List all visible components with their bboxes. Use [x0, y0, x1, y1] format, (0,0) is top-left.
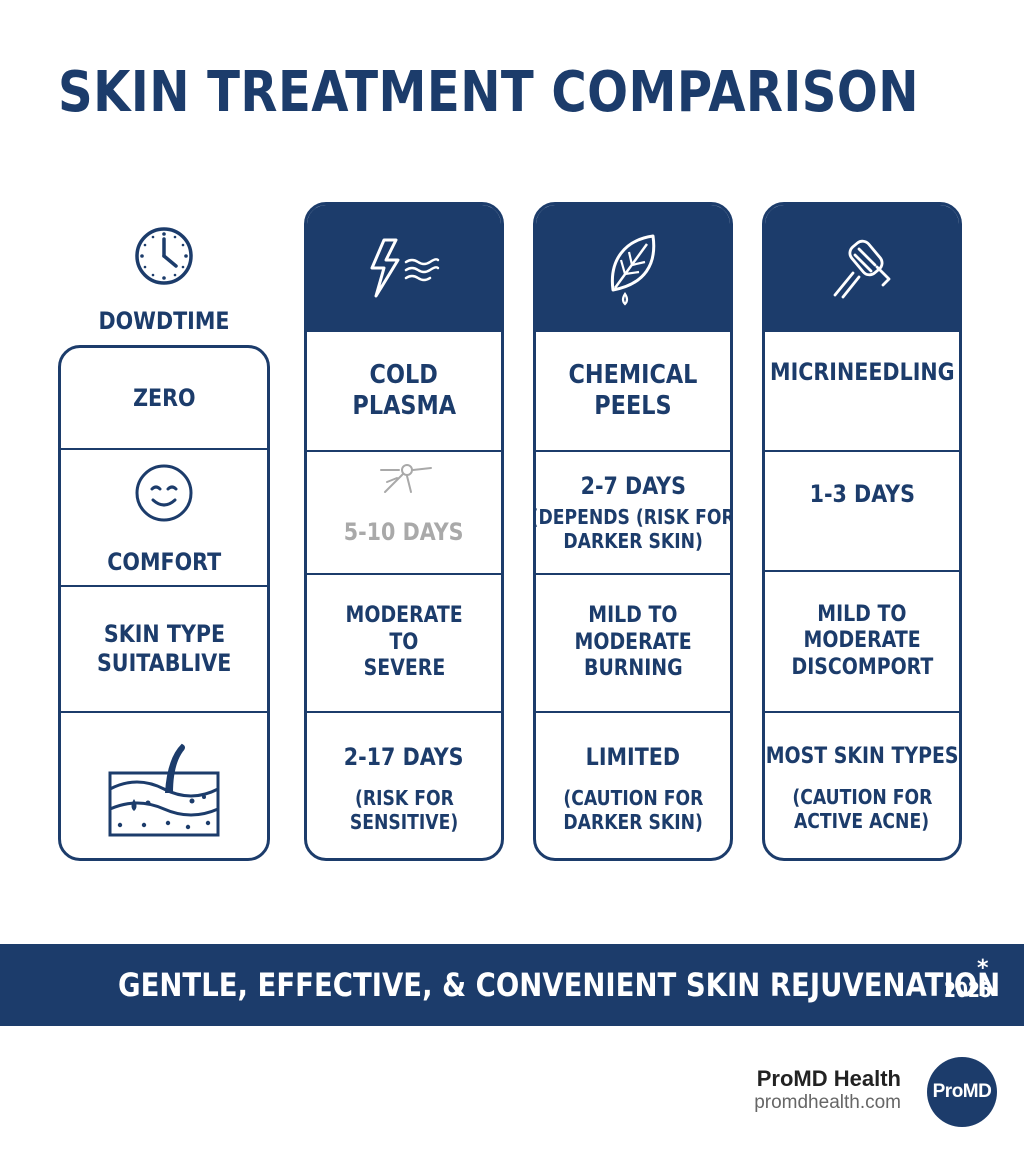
skin-type-value: MOST SKIN TYPES [765, 744, 959, 770]
comfort-line-1: MODERATE [345, 603, 463, 629]
skin-type-note-line-1: (CAUTION FOR [792, 784, 932, 809]
treatment-column-chemical-peels: CHEMICAL PEELS 2-7 DAYS (DEPENDS (RISK F… [533, 202, 733, 861]
skin-type-note-line-2: ACTIVE ACNE) [794, 808, 930, 833]
leaf-drop-icon [610, 234, 656, 306]
brand-name: ProMD Health [756, 1066, 901, 1091]
brand-logo-text: ProMD [932, 1081, 992, 1102]
label-comfort-cell: COMFORT [61, 448, 267, 585]
comfort-line-3: DISCOMPORT [791, 654, 933, 680]
label-skin-type-cell: SKIN TYPE SUITABLIVE [61, 585, 267, 711]
comfort-line-1: MILD TO [817, 601, 907, 627]
banner-year: 2025 [944, 978, 992, 1002]
downtime-cell: 5-10 DAYS [307, 450, 501, 573]
comfort-line-1: MILD TO [588, 603, 678, 629]
skin-type-cell: MOST SKIN TYPES (CAUTION FOR ACTIVE ACNE… [765, 711, 959, 858]
skin-type-note-line-1: (CAUTION FOR [563, 785, 703, 810]
smiling-face-icon [135, 464, 193, 522]
page-title: SKIN TREATMENT COMPARISON [58, 60, 920, 125]
skin-layers-icon [108, 743, 220, 836]
treatment-name-cell: COLD PLASMA [307, 330, 501, 450]
downtime-cell: 1-3 DAYS [765, 450, 959, 570]
skin-type-cell: LIMITED (CAUTION FOR DARKER SKIN) [536, 711, 730, 858]
treatment-header [765, 205, 959, 330]
downtime-value: 2-7 DAYS [580, 472, 686, 501]
downtime-note-line-2: DARKER SKIN) [563, 528, 703, 553]
treatment-name-line-2: PLASMA [352, 391, 456, 421]
brand-url[interactable]: promdhealth.com [754, 1092, 901, 1113]
microneedling-roller-icon [833, 239, 891, 298]
downtime-label: DOWDTIME [98, 307, 230, 335]
label-skin-type-line-1: SKIN TYPE [103, 620, 225, 649]
comfort-cell: MILD TO MODERATE BURNING [536, 573, 730, 711]
skin-type-value: 2-17 DAYS [344, 743, 464, 772]
skin-type-cell: 2-17 DAYS (RISK FOR SENSITIVE) [307, 711, 501, 858]
skin-type-note-line-2: DARKER SKIN) [563, 809, 703, 834]
treatment-column-microneedling: MICRINEEDLING 1-3 DAYS MILD TO MODERATE … [762, 202, 962, 861]
treatment-header [536, 205, 730, 330]
banner-slogan: GENTLE, EFFECTIVE, & CONVENIENT SKIN REJ… [118, 966, 1001, 1004]
treatment-name-line-1: CHEMICAL [568, 359, 698, 390]
sparkle-tool-icon [380, 464, 432, 493]
comfort-cell: MODERATE TO SEVERE [307, 573, 501, 711]
skin-type-note-line-2: SENSITIVE) [349, 809, 459, 834]
downtime-value: 1-3 DAYS [809, 480, 915, 508]
comfort-line-2: MODERATE [803, 628, 921, 654]
treatment-header [307, 205, 501, 330]
comfort-line-3: SEVERE [363, 656, 445, 682]
skin-type-value: LIMITED [585, 743, 681, 772]
treatment-name: MICRINEEDLING [769, 358, 955, 386]
treatment-name-cell: MICRINEEDLING [765, 330, 959, 450]
treatment-name-line-2: PEELS [594, 391, 672, 421]
cold-plasma-bolt-icon [370, 238, 440, 297]
comfort-line-3: BURNING [583, 656, 683, 682]
slogan-banner: GENTLE, EFFECTIVE, & CONVENIENT SKIN REJ… [0, 944, 1024, 1026]
label-icon-cell [61, 711, 267, 858]
brand-logo: ProMD [927, 1057, 997, 1127]
downtime-cell: 2-7 DAYS (DEPENDS (RISK FOR DARKER SKIN) [536, 450, 730, 573]
downtime-note-line-1: (DEPENDS (RISK FOR [533, 504, 733, 529]
label-comfort: COMFORT [107, 548, 221, 576]
treatment-name-line-1: COLD [369, 359, 439, 390]
label-skin-type-line-2: SUITABLIVE [96, 649, 232, 677]
treatment-column-cold-plasma: COLD PLASMA 5-10 DAYS MODERATE TO SEVERE… [304, 202, 504, 861]
label-downtime-value: ZERO [132, 383, 196, 412]
comfort-line-2: TO [389, 629, 419, 655]
clock-icon [135, 227, 193, 285]
comfort-cell: MILD TO MODERATE DISCOMPORT [765, 570, 959, 711]
label-downtime-cell: ZERO [61, 348, 267, 448]
skin-type-note-line-1: (RISK FOR [354, 785, 454, 810]
banner-mark: * [977, 956, 989, 981]
comfort-line-2: MODERATE [574, 629, 692, 655]
label-column: ZERO COMFORT SKIN TYPE SUITABLIVE [58, 345, 270, 861]
downtime-label-header: DOWDTIME [58, 225, 270, 335]
downtime-value: 5-10 DAYS [344, 518, 464, 546]
treatment-name-cell: CHEMICAL PEELS [536, 330, 730, 450]
